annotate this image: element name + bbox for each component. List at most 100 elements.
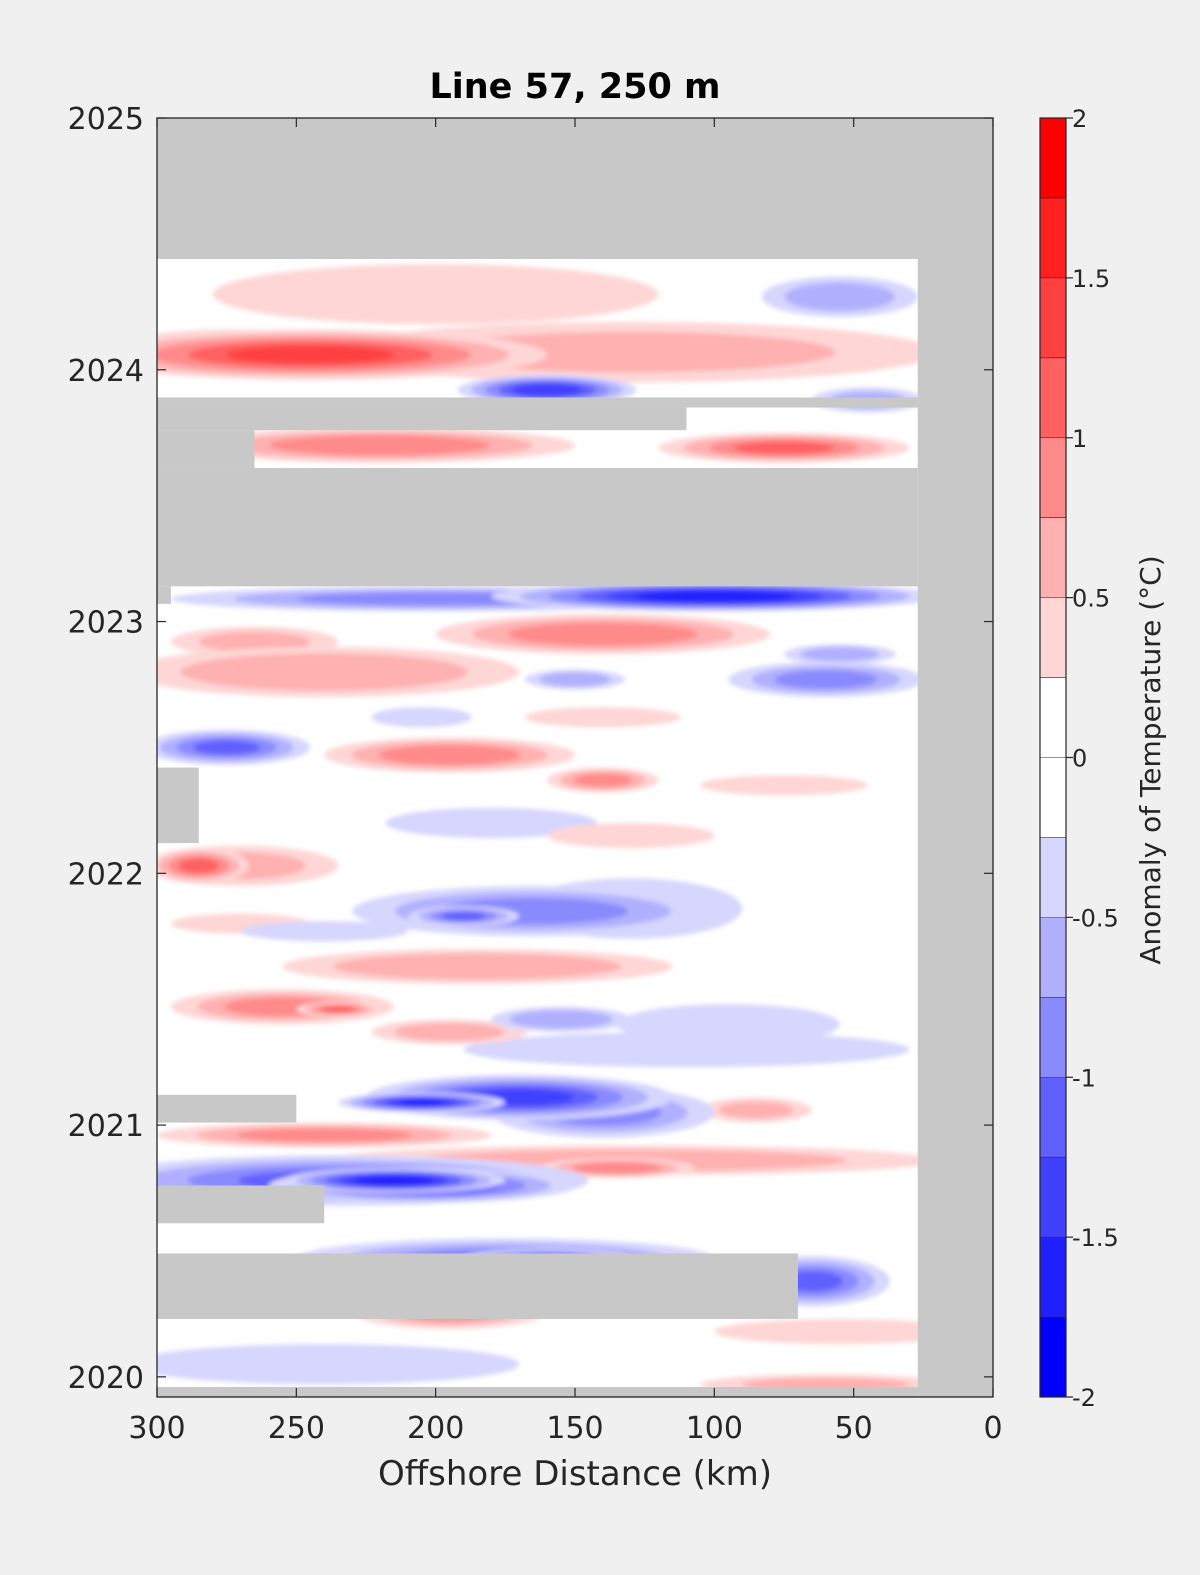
no-data-region (157, 586, 171, 604)
no-data-region (157, 1253, 798, 1319)
anomaly-blob (407, 906, 520, 927)
anomaly-blob (352, 885, 715, 937)
anomaly-blob (463, 1031, 910, 1068)
x-tick-labels: 300 250 200 150 100 50 0 (128, 1411, 1002, 1446)
colorbar-tick-label: -1.5 (1072, 1224, 1119, 1252)
anomaly-blob (524, 707, 681, 728)
colorbar-label: Anomaly of Temperature (°C) (1134, 555, 1167, 964)
colorbar-swatch (1040, 1157, 1066, 1238)
anomaly-blob (240, 921, 408, 942)
anomaly-contours (157, 264, 966, 1395)
anomaly-blob (371, 707, 472, 728)
anomaly-level (385, 807, 598, 839)
y-tick-label: 2024 (68, 354, 144, 389)
no-data-region (157, 1185, 325, 1224)
anomaly-level (573, 773, 633, 787)
colorbar-swatch (1040, 597, 1066, 679)
anomaly-blob (324, 737, 575, 773)
anomaly-blob (157, 329, 548, 380)
no-data-region (157, 1386, 918, 1397)
x-tick-label: 0 (983, 1411, 1002, 1446)
anomaly-level (539, 672, 611, 687)
colorbar-swatch (1040, 197, 1066, 279)
anomaly-level (509, 1010, 613, 1029)
x-tick-label: 200 (407, 1411, 464, 1446)
anomaly-level (572, 1162, 661, 1174)
anomaly-blob (491, 581, 938, 612)
anomaly-blob (282, 1167, 506, 1194)
colorbar-swatch (1040, 118, 1066, 199)
colorbar-tick-label: 0 (1072, 745, 1087, 773)
colorbar-swatch (1040, 1237, 1066, 1318)
anomaly-blob (491, 1006, 631, 1032)
anomaly-blob (371, 1019, 528, 1045)
anomaly-blob (157, 1122, 492, 1148)
anomaly-blob (714, 1318, 966, 1345)
anomaly-level (800, 647, 880, 662)
anomaly-blob (157, 646, 520, 698)
anomaly-blob (547, 822, 715, 849)
colorbar-swatch (1040, 917, 1066, 998)
y-tick-label: 2021 (68, 1109, 144, 1144)
y-tick-label: 2025 (68, 102, 144, 137)
colorbar-tick-label: 1.5 (1072, 265, 1110, 293)
anomaly-level (378, 745, 521, 765)
anomaly-level (634, 590, 795, 602)
anomaly-blob (338, 1092, 506, 1113)
anomaly-blob (184, 427, 576, 463)
colorbar-swatch (1040, 357, 1066, 439)
no-data-region (157, 407, 687, 431)
anomaly-level (240, 921, 408, 942)
anomaly-level (321, 1006, 355, 1013)
anomaly-level (714, 1318, 966, 1345)
anomaly-level (193, 740, 261, 755)
anomaly-level (269, 435, 491, 456)
no-data-region (157, 430, 255, 468)
anomaly-blob (658, 432, 910, 463)
no-data-region (157, 1094, 297, 1123)
anomaly-level (524, 707, 681, 728)
anomaly-blob (784, 644, 896, 665)
no-data-region (157, 767, 199, 844)
anomaly-blob (282, 948, 673, 985)
anomaly-level (441, 912, 486, 921)
anomaly-blob (212, 264, 659, 325)
anomaly-blob (385, 807, 598, 839)
anomaly-level (774, 670, 877, 689)
y-tick-label: 2020 (68, 1361, 144, 1396)
anomaly-level (212, 264, 659, 325)
anomaly-level (198, 631, 311, 652)
anomaly-level (333, 953, 622, 980)
colorbar-tick-label: 2 (1072, 105, 1087, 133)
x-tick-label: 100 (686, 1411, 743, 1446)
no-data-region (157, 397, 918, 408)
anomaly-level (733, 441, 835, 454)
colorbar-swatches (1040, 118, 1066, 1398)
anomaly-level (371, 707, 472, 728)
colorbar-swatch (1040, 437, 1066, 519)
anomaly-level (508, 622, 698, 646)
anomaly-blob (157, 848, 249, 884)
anomaly-level (353, 1175, 434, 1185)
plot-area (156, 117, 994, 1398)
anomaly-level (157, 1344, 520, 1385)
colorbar-swatch (1040, 677, 1066, 758)
chart-title: Line 57, 250 m (429, 67, 720, 107)
colorbar-tick-label: 1 (1072, 425, 1087, 453)
no-data-regions (157, 118, 993, 1397)
colorbar-swatch (1040, 1317, 1066, 1398)
anomaly-level (180, 653, 468, 691)
plot-border (156, 117, 994, 1398)
x-axis-label: Offshore Distance (km) (378, 1454, 772, 1494)
anomaly-level (394, 1023, 505, 1041)
colorbar-tick-label: 0.5 (1072, 585, 1110, 613)
no-data-region (157, 118, 993, 259)
y-tick-labels: 2020 2021 2022 2023 2024 2025 (68, 102, 144, 1396)
colorbar-swatch (1040, 837, 1066, 918)
y-tick-label: 2022 (68, 857, 144, 892)
x-tick-label: 250 (268, 1411, 325, 1446)
colorbar-swatch (1040, 997, 1066, 1078)
colorbar-swatch (1040, 757, 1066, 838)
y-tick-label: 2023 (68, 606, 144, 641)
